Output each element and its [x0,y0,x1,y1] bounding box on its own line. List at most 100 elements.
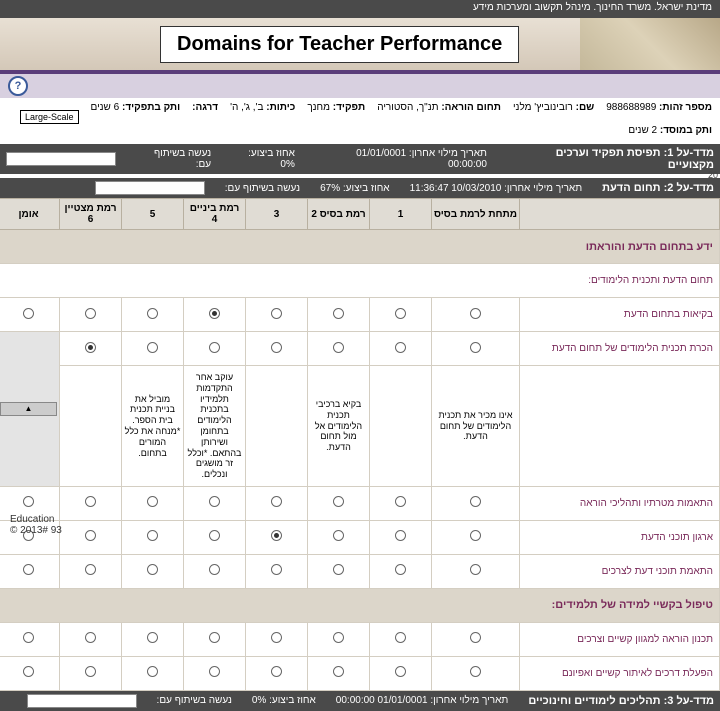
radio[interactable] [147,308,158,319]
row-b1-label: התאמות מטרתיו ותהליכי הוראה [520,486,720,520]
radio[interactable] [23,564,34,575]
madad-1-title: מדד-על 1: תפיסת תפקיד וערכים מקצועיים [507,147,714,171]
radio[interactable] [470,342,481,353]
radio[interactable] [271,308,282,319]
madad-1-pct: 0% [280,159,294,170]
col-4: רמת ביניים 4 [184,199,246,230]
radio[interactable] [23,632,34,643]
madad-3-shared-input[interactable] [27,694,137,708]
radio[interactable] [85,308,96,319]
madad-2-lastfill-label: תאריך מילוי אחרון: [504,183,582,194]
madad-2-title: מדד-על 2: תחום הדעת [602,182,714,194]
banner: Domains for Teacher Performance [0,18,720,74]
madad-3-lastfill-label: תאריך מילוי אחרון: [430,695,508,706]
radio[interactable] [85,564,96,575]
radio[interactable] [85,632,96,643]
madad-2-lastfill: 10/03/2010 11:36:47 [410,183,502,194]
scroll-up-icon[interactable]: ▲ [0,402,57,416]
desc-1: בקיא ברכיבי תכנית הלימודים אל מול תחום ה… [308,366,370,487]
radio[interactable] [333,308,344,319]
madad-1-lastfill-label: תאריך מילוי אחרון: [409,148,487,159]
label-id: מספר זהות: [659,102,712,113]
label-rank: דרגה: [192,102,218,113]
radio[interactable] [147,564,158,575]
radio[interactable] [85,496,96,507]
radio[interactable] [147,666,158,677]
radio[interactable] [147,632,158,643]
radio[interactable] [147,342,158,353]
radio[interactable] [333,666,344,677]
table-row: התאמת תוכני דעת לצרכים [0,554,720,588]
madad-3-lastfill: 01/01/0001 00:00:00 [336,695,428,706]
label-name: שם: [576,102,595,113]
radio[interactable] [333,564,344,575]
rubric-table: מתחת לרמת בסיס 1 רמת בסיס 2 3 רמת ביניים… [0,198,720,691]
row-a1-label: בקיאות בתחום הדעת [520,298,720,332]
radio[interactable] [470,496,481,507]
radio[interactable] [395,342,406,353]
radio[interactable] [209,342,220,353]
section-c-head: טיפול בקשיי למידה של תלמידים: [0,588,720,622]
radio[interactable] [271,666,282,677]
col-2: רמת בסיס 2 [308,199,370,230]
scroll-stub[interactable]: ▲ [0,332,60,487]
radio[interactable] [395,496,406,507]
desc-0: אינו מכיר את תכנית הלימודים של תחום הדעת… [432,366,520,487]
radio[interactable] [209,666,220,677]
radio[interactable] [271,342,282,353]
help-icon[interactable]: ? [8,76,28,96]
radio[interactable] [271,564,282,575]
radio[interactable] [333,342,344,353]
footer-copyright: © 2013# 93 [10,525,62,536]
scale-badge: Large-Scale [20,110,79,124]
value-tenure-role: 6 שנים [90,102,119,113]
radio[interactable] [470,308,481,319]
radio[interactable] [271,632,282,643]
radio[interactable] [147,496,158,507]
radio[interactable] [333,632,344,643]
desc-3: מוביל את בניית תכנית בית הספר. *מנחה את … [122,366,184,487]
row-b3-label: התאמת תוכני דעת לצרכים [520,554,720,588]
radio[interactable] [209,564,220,575]
radio[interactable] [23,308,34,319]
radio[interactable] [209,632,220,643]
radio[interactable] [23,666,34,677]
value-grades: ב', ג', ה' [230,102,263,113]
table-row: התאמות מטרתיו ותהליכי הוראה [0,486,720,520]
value-role: מחנך [307,102,330,113]
radio[interactable] [271,496,282,507]
value-tenure-inst: 2 שנים [628,125,657,136]
help-row: ? [0,74,720,98]
radio[interactable] [470,666,481,677]
madad-1-bar: מדד-על 1: תפיסת תפקיד וערכים מקצועיים תא… [0,144,720,174]
page-title: Domains for Teacher Performance [160,26,519,63]
radio[interactable] [395,632,406,643]
table-row: בקיאות בתחום הדעת [0,298,720,332]
col-1: 1 [370,199,432,230]
radio[interactable] [23,496,34,507]
radio-selected[interactable] [209,308,220,319]
radio[interactable] [470,632,481,643]
madad-2-shared-label: נעשה בשיתוף עם: [225,183,300,194]
row-c2-label: הפעלת דרכים לאיתור קשיים ואפיונם [520,656,720,690]
madad-2-pct-label: אחוז ביצוע: [343,183,390,194]
radio[interactable] [470,564,481,575]
radio[interactable] [395,666,406,677]
radio[interactable] [395,564,406,575]
desc-2: עוקב אחר התקדמות תלמידיו בתכנית הלימודים… [184,366,246,487]
madad-2-shared-input[interactable] [95,181,205,195]
value-id: 988688989 [606,102,656,113]
radio[interactable] [85,666,96,677]
table-row: הפעלת דרכים לאיתור קשיים ואפיונם [0,656,720,690]
radio-selected[interactable] [85,342,96,353]
radio[interactable] [209,496,220,507]
col-3: 3 [246,199,308,230]
col-criteria [520,199,720,230]
table-row: ארגון תוכני הדעת [0,520,720,554]
radio[interactable] [395,308,406,319]
madad-1-shared-input[interactable] [6,152,116,166]
radio[interactable] [333,496,344,507]
footer-edu: Education [10,514,62,525]
col-below: מתחת לרמת בסיס [432,199,520,230]
value-subject: תנ"ך, הסטוריה [377,102,438,113]
